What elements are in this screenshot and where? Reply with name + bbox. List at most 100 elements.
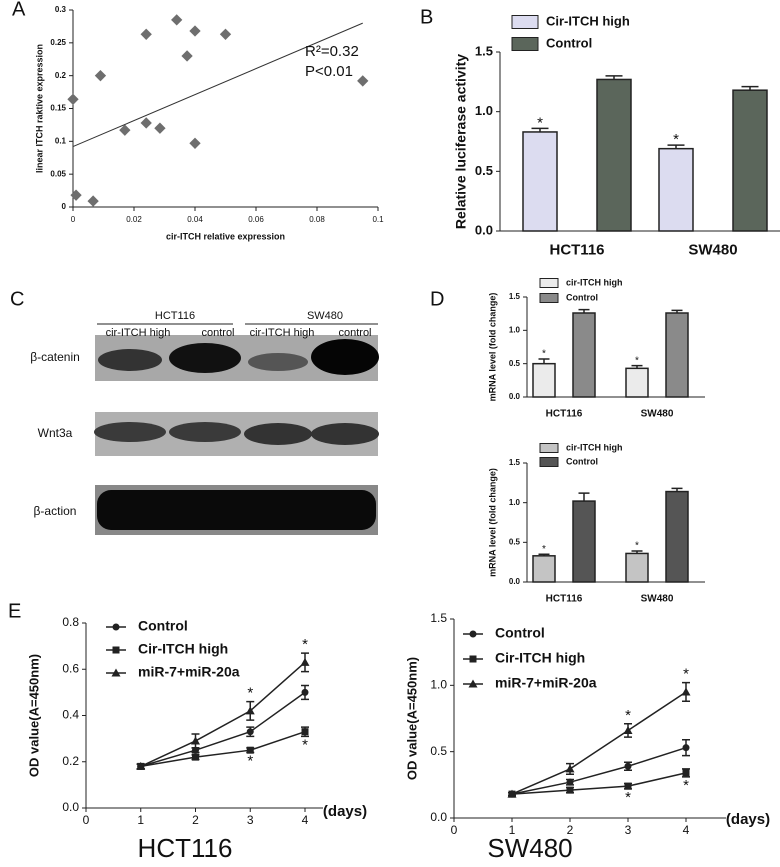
bar — [625, 552, 649, 583]
point — [246, 746, 254, 754]
point — [219, 28, 232, 40]
point — [566, 786, 574, 794]
series-line — [511, 772, 687, 795]
bar — [665, 312, 689, 398]
legend-label: Control — [138, 618, 188, 634]
y-tick-label: 0.8 — [62, 615, 79, 629]
y-tick-label: 0.2 — [62, 754, 79, 768]
x-tick-label: 0.08 — [309, 215, 325, 224]
lane-label: cir-ITCH high — [106, 327, 171, 339]
point — [70, 189, 82, 201]
legend-swatch — [539, 278, 559, 288]
panel-letter: C — [10, 288, 24, 310]
point — [171, 14, 183, 26]
point — [136, 761, 146, 770]
legend-label: Control — [566, 456, 598, 466]
point — [140, 28, 152, 40]
blot-band — [97, 490, 376, 530]
point — [301, 728, 309, 736]
y-tick-label: 0.4 — [62, 708, 79, 722]
point — [624, 782, 632, 790]
x-tick-label: 0 — [451, 823, 458, 837]
x-tick-label: 0.1 — [372, 215, 384, 224]
significance: * — [635, 355, 639, 366]
significance: * — [625, 789, 631, 806]
row-label: β-action — [34, 504, 77, 518]
blot-band — [94, 422, 166, 442]
legend-marker — [469, 630, 477, 638]
x-tick-label: SW480 — [688, 241, 737, 258]
y-tick-label: 1.5 — [509, 458, 521, 467]
panel-letter: E — [8, 600, 21, 622]
y-tick-label: 0.05 — [50, 169, 66, 178]
bar — [572, 500, 596, 583]
bar — [732, 89, 768, 232]
x-tick-label: 2 — [192, 813, 199, 827]
legend-swatch — [511, 37, 539, 51]
point — [87, 195, 99, 207]
significance: * — [302, 736, 308, 753]
blot-band — [311, 423, 379, 445]
group-label: SW480 — [307, 310, 343, 322]
blot-band — [98, 349, 162, 371]
lane-label: cir-ITCH high — [250, 327, 315, 339]
point — [189, 137, 201, 149]
x-tick-label: 2 — [567, 823, 574, 837]
y-axis-label: linear ITCH raktive expression — [34, 44, 44, 173]
legend-label: cir-ITCH high — [566, 277, 623, 287]
point — [191, 736, 200, 745]
point — [67, 93, 79, 105]
y-tick-label: 0.15 — [50, 104, 66, 113]
y-tick-label: 0.0 — [509, 577, 521, 586]
series-line — [140, 730, 306, 768]
error-bar — [605, 75, 623, 80]
error-bar — [538, 358, 550, 364]
point — [682, 744, 690, 752]
group-label: HCT116 — [155, 310, 195, 322]
y-tick-label: 0.5 — [430, 744, 447, 758]
series-line — [140, 691, 306, 768]
y-axis-label: OD value(A=450nm) — [26, 654, 41, 777]
y-tick-label: 1.5 — [509, 292, 521, 301]
x-tick-label: 1 — [509, 823, 516, 837]
y-tick-label: 0.3 — [55, 5, 67, 14]
y-axis-label: OD value(A=450nm) — [404, 657, 419, 780]
point — [624, 762, 632, 770]
x-tick-label: 0.04 — [187, 215, 203, 224]
x-axis-label: cir-ITCH relative expression — [166, 231, 285, 241]
error-bar — [671, 487, 683, 492]
legend-label: miR-7+miR-20a — [495, 675, 597, 691]
legend-swatch — [511, 15, 539, 29]
point — [192, 753, 199, 761]
legend-marker — [468, 679, 478, 688]
x-tick-label: 0.06 — [248, 215, 264, 224]
blot-image — [94, 323, 379, 535]
x-tick-label: 0 — [83, 813, 90, 827]
series-line — [511, 691, 687, 795]
y-tick-label: 1.0 — [430, 678, 447, 692]
y-tick-label: 1.0 — [509, 325, 521, 334]
legend-label: cir-ITCH high — [566, 442, 623, 452]
x-tick-label: 3 — [247, 813, 254, 827]
legend-label: Control — [546, 35, 592, 50]
legend-marker — [112, 623, 120, 631]
x-axis-label: (days) — [726, 811, 770, 828]
legend-label: Cir-ITCH high — [546, 13, 630, 28]
row-label: β-catenin — [30, 350, 80, 364]
x-tick-label: 4 — [683, 823, 690, 837]
y-tick-label: 0.0 — [475, 222, 493, 237]
x-tick-label: 3 — [625, 823, 632, 837]
x-axis-label: (days) — [323, 803, 367, 820]
x-tick-label: 0.02 — [126, 215, 142, 224]
x-tick-label: 1 — [137, 813, 144, 827]
point — [565, 764, 575, 773]
point — [189, 25, 201, 37]
point — [301, 688, 309, 696]
y-tick-label: 1.5 — [430, 611, 447, 625]
error-bar — [578, 308, 590, 313]
legend-marker — [111, 668, 121, 677]
point — [300, 657, 310, 666]
significance: * — [542, 349, 546, 360]
fit-line — [72, 22, 363, 148]
legend-label: Cir-ITCH high — [138, 641, 228, 657]
